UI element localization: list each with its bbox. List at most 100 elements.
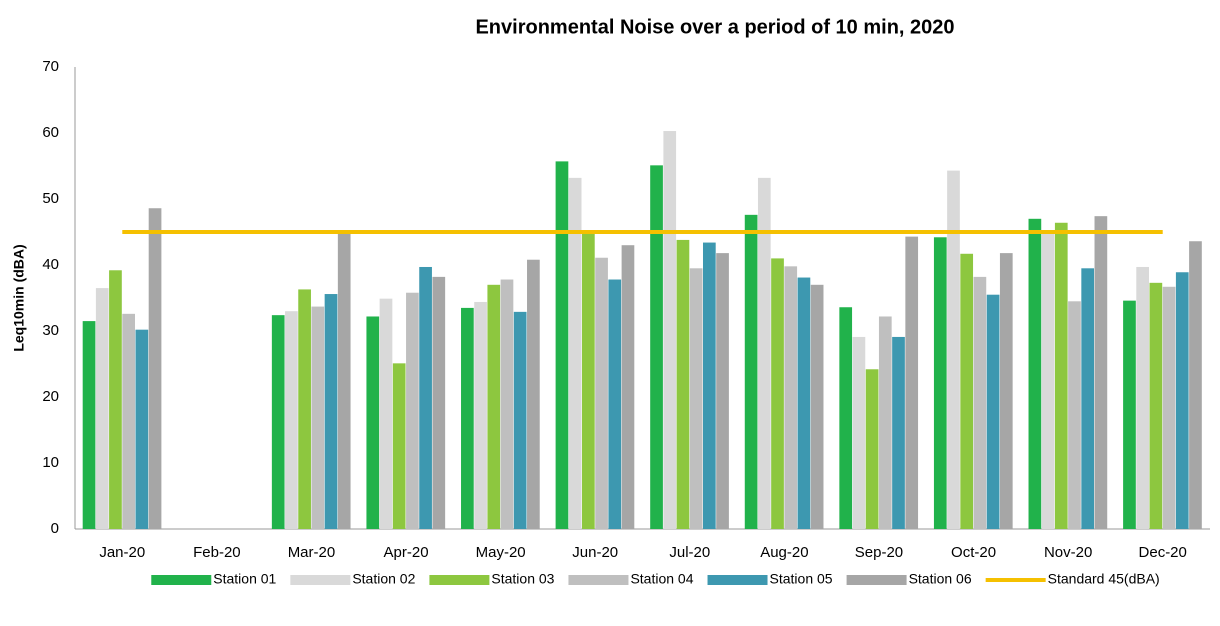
y-tick-label: 50: [42, 190, 59, 207]
bar: [771, 258, 784, 529]
x-tick-label: Nov-20: [1044, 544, 1092, 561]
bar: [999, 253, 1013, 529]
bar: [744, 214, 758, 529]
bar: [311, 306, 325, 529]
bar: [1068, 301, 1081, 529]
bar: [933, 237, 947, 529]
bar: [986, 294, 1000, 529]
bar: [82, 321, 96, 529]
legend-label: Standard 45(dBA): [1048, 571, 1160, 587]
x-tick-label: Jun-20: [572, 544, 618, 561]
x-tick-label: Sep-20: [855, 544, 903, 561]
bar: [324, 294, 338, 529]
bar: [337, 233, 351, 529]
bar: [271, 315, 285, 529]
x-tick-label: May-20: [476, 544, 526, 561]
y-axis-label: Leq10min (dBA): [11, 244, 27, 351]
bar: [1189, 241, 1202, 530]
bar: [892, 336, 905, 529]
x-tick-label: Mar-20: [288, 544, 336, 561]
bar: [702, 242, 716, 529]
y-tick-label: 0: [51, 520, 59, 537]
bar: [432, 276, 446, 529]
bar: [650, 165, 663, 529]
bar: [568, 177, 582, 529]
legend-label: Station 03: [491, 571, 554, 587]
bar: [810, 284, 824, 529]
bar: [122, 313, 135, 529]
bar: [366, 316, 380, 529]
bar: [947, 170, 960, 529]
y-tick-label: 40: [42, 256, 59, 273]
x-tick-label: Jan-20: [99, 544, 145, 561]
bar: [797, 277, 811, 529]
bar: [298, 289, 311, 529]
bar: [1081, 268, 1095, 529]
bar: [676, 239, 690, 530]
bar: [839, 307, 853, 529]
bar: [379, 298, 393, 529]
bar: [474, 301, 487, 529]
x-tick-label: Jul-20: [669, 544, 710, 561]
bar: [461, 307, 474, 529]
bar: [865, 369, 879, 529]
x-tick-label: Dec-20: [1139, 544, 1187, 561]
legend-label: Station 05: [770, 571, 833, 587]
bar: [582, 233, 595, 529]
bar: [285, 311, 298, 529]
x-tick-label: Feb-20: [193, 544, 241, 561]
x-tick-label: Oct-20: [951, 544, 996, 561]
legend-label: Station 02: [352, 571, 415, 587]
legend-marker: [846, 575, 907, 585]
legend-marker: [290, 575, 351, 585]
legend-marker: [429, 575, 490, 585]
bar: [527, 259, 540, 529]
bar: [487, 284, 501, 529]
bar: [109, 270, 122, 529]
bar: [852, 336, 866, 529]
y-tick-label: 20: [42, 388, 59, 405]
bar: [1041, 232, 1055, 529]
bar: [148, 208, 162, 530]
bar: [1162, 286, 1176, 529]
bar: [1123, 300, 1136, 529]
bar: [960, 253, 974, 529]
bar: [1136, 266, 1150, 529]
legend-label: Station 04: [630, 571, 693, 587]
legend-label: Station 01: [213, 571, 276, 587]
bar: [406, 292, 419, 529]
bar: [716, 253, 729, 529]
bar: [784, 266, 798, 529]
bar: [555, 161, 569, 529]
bar: [500, 279, 514, 529]
bar: [1094, 216, 1108, 529]
bar: [392, 363, 406, 529]
y-tick-label: 30: [42, 322, 59, 339]
bar: [689, 268, 703, 529]
y-tick-label: 70: [42, 58, 59, 75]
bar: [95, 288, 109, 529]
bar: [905, 236, 919, 529]
bar: [513, 311, 527, 529]
x-tick-label: Apr-20: [384, 544, 429, 561]
bar: [1175, 272, 1189, 529]
bar: [1149, 282, 1163, 529]
bar: [973, 276, 987, 529]
x-tick-label: Aug-20: [760, 544, 808, 561]
legend-marker: [707, 575, 768, 585]
chart-title: Environmental Noise over a period of 10 …: [475, 16, 954, 38]
y-tick-label: 10: [42, 454, 59, 471]
bar: [878, 316, 892, 529]
bar: [608, 279, 622, 529]
y-tick-label: 60: [42, 124, 59, 141]
bar: [1054, 222, 1068, 529]
bar: [621, 245, 635, 529]
bar: [663, 131, 677, 529]
legend-marker: [568, 575, 629, 585]
bar: [757, 177, 771, 529]
bar: [595, 257, 608, 529]
legend-marker: [151, 575, 212, 585]
bar: [135, 329, 149, 529]
legend-label: Station 06: [909, 571, 972, 587]
